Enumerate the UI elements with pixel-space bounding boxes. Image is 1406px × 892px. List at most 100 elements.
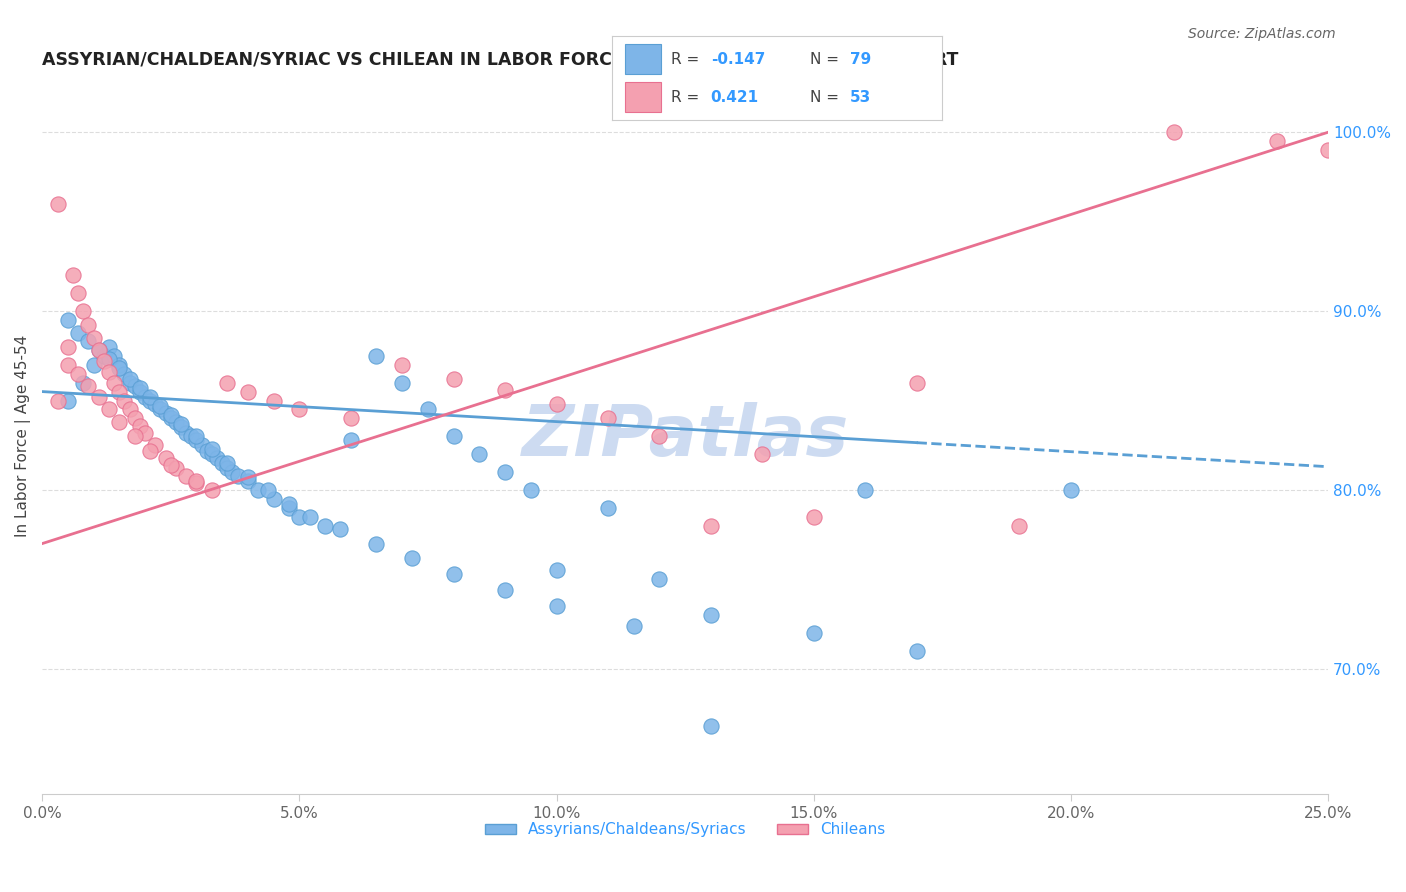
Point [56,340,79,354]
Point [134,425,156,440]
Text: ZIPatlas: ZIPatlas [522,401,849,471]
Point [93,349,115,363]
Point [443,567,465,582]
Text: R =: R = [671,52,704,67]
Point [366,536,388,550]
Point [180,429,202,443]
Point [139,393,162,408]
Point [87,390,110,404]
Point [83,331,105,345]
Point [201,483,224,497]
Point [170,417,193,431]
Point [143,438,166,452]
Point [139,390,162,404]
Point [98,402,121,417]
Point [159,408,181,422]
Point [159,411,181,425]
Point [165,461,187,475]
Point [217,456,239,470]
Point [56,313,79,327]
Point [648,573,671,587]
Point [700,608,723,623]
Point [201,442,224,456]
Point [46,196,69,211]
Point [128,418,150,433]
Point [46,393,69,408]
Point [134,390,156,404]
Point [751,447,773,461]
Point [124,429,146,443]
Point [263,393,285,408]
Point [124,411,146,425]
Point [108,358,131,372]
Point [72,376,94,390]
Point [67,326,90,340]
Point [443,372,465,386]
Point [596,500,619,515]
Point [546,397,568,411]
Point [103,349,125,363]
Point [186,429,208,443]
Point [103,376,125,390]
Point [139,443,162,458]
Point [108,384,131,399]
Point [443,429,465,443]
Point [853,483,876,497]
Text: ASSYRIAN/CHALDEAN/SYRIAC VS CHILEAN IN LABOR FORCE | AGE 45-54 CORRELATION CHART: ASSYRIAN/CHALDEAN/SYRIAC VS CHILEAN IN L… [42,51,959,69]
Point [118,376,141,390]
Point [211,456,233,470]
Point [195,443,218,458]
Point [905,376,928,390]
Legend: Assyrians/Chaldeans/Syriacs, Chileans: Assyrians/Chaldeans/Syriacs, Chileans [479,816,891,844]
Text: Source: ZipAtlas.com: Source: ZipAtlas.com [1188,27,1336,41]
Point [87,343,110,358]
Point [108,415,131,429]
Point [186,433,208,447]
Point [366,349,388,363]
Point [118,402,141,417]
Point [494,383,516,397]
Point [905,644,928,658]
Point [803,626,825,640]
Point [93,354,115,368]
Point [700,719,723,733]
Point [391,376,413,390]
Point [165,415,187,429]
Point [83,358,105,372]
Point [186,474,208,488]
Point [236,470,259,484]
Point [201,447,224,461]
Point [416,402,439,417]
Point [155,450,177,465]
Point [98,365,121,379]
Point [226,468,249,483]
Point [700,518,723,533]
Point [648,429,671,443]
Point [278,497,301,511]
Point [77,318,100,333]
Point [124,379,146,393]
Point [67,367,90,381]
Point [339,411,361,425]
Point [339,433,361,447]
Point [546,564,568,578]
Text: R =: R = [671,90,709,105]
Point [98,352,121,367]
Point [205,450,228,465]
Point [298,509,321,524]
Point [803,509,825,524]
Point [314,518,336,533]
Point [494,583,516,598]
Point [494,465,516,479]
Point [143,397,166,411]
Text: N =: N = [810,52,844,67]
Point [236,384,259,399]
Point [67,286,90,301]
Text: 79: 79 [849,52,870,67]
Point [174,425,197,440]
Point [128,381,150,395]
Point [155,406,177,420]
Point [87,343,110,358]
Point [128,384,150,399]
Text: 0.421: 0.421 [710,90,759,105]
